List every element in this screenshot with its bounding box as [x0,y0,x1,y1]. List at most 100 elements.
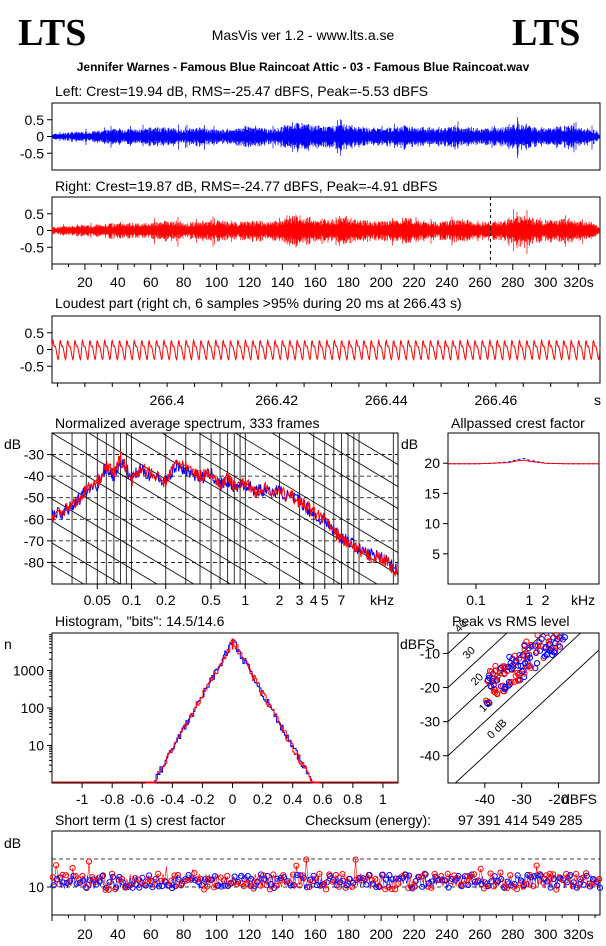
y-tick-label: -0.5 [20,358,44,374]
histogram-xtick-label: -1 [76,791,89,807]
short-term-point-right [408,884,415,891]
spectrum-ytick-label: -80 [24,554,44,570]
spectrum-title: Normalized average spectrum, 333 frames [55,415,320,431]
loudest-tick-label: 266.42 [255,392,298,408]
short-term-xtick-label: 120 [238,926,262,942]
short-term-point-right [477,865,484,872]
short-term-point-left [386,871,393,879]
short-term-point-right [569,883,576,890]
spectrum-xtick-label: 1 [241,592,249,608]
peak-rms-point [486,674,493,681]
peak-rms-point [521,653,528,660]
short-term-point-left [419,883,426,890]
loudest-part-title: Loudest part (right ch, 6 samples >95% d… [55,295,462,311]
peak-rms-point [484,700,491,707]
y-tick-label: 0 [36,223,44,239]
short-term-point-left [517,877,525,884]
crest-line [454,649,599,783]
spectrum-ytick-label: -40 [24,468,44,484]
loudest-trace [51,338,601,362]
peak-rms-point [521,642,528,650]
short-term-point-left [267,881,274,888]
y-tick-label: -0.5 [20,239,44,255]
peak-rms-ylabel: dBFS [400,636,435,652]
peak-rms-point [532,665,539,672]
short-term-point-left [475,877,482,884]
short-term-point-right [503,885,511,892]
peak-rms-point [515,662,522,669]
short-term-point-left [129,884,136,891]
short-term-point-left [547,884,554,891]
short-term-line-left [52,873,600,890]
short-term-xtick-label: 320s [563,926,593,942]
spectrum-diagonal [87,433,342,584]
short-term-point-right [444,870,451,877]
left-waveform-trace [51,117,600,159]
spectrum-ytick-label: -50 [24,490,44,506]
time-tick-label: 140 [271,274,295,290]
spectrum-diagonal [52,520,158,584]
peak-rms-point [515,655,523,662]
short-term-point-left [514,872,521,879]
short-term-point-left [248,875,255,882]
peak-rms-point [502,683,509,691]
short-term-point-left [389,876,396,883]
spectrum-ytick-label: -60 [24,511,44,527]
short-term-point-left [429,878,436,885]
allpassed-frame [447,432,600,585]
spectrum-xtick-label: 0.5 [201,592,221,608]
crest-line-label: 0 dB [485,717,509,741]
time-tick-label: 220 [402,274,426,290]
spectrum-diagonal [234,433,398,531]
y-tick-label: 0.5 [25,325,45,341]
allpassed-xtick-label: 2 [542,592,550,608]
spectrum-diagonal [52,476,232,584]
right-waveform-trace [51,209,600,254]
allpassed-ylabel: dB [401,436,418,452]
short-term-xtick-label: 300 [534,926,558,942]
time-tick-label: 260 [468,274,492,290]
peak-rms-point [563,633,567,634]
peak-rms-point [561,634,568,641]
short-term-point-left [106,879,113,886]
short-term-point-right [155,870,162,877]
short-term-point-right [513,885,520,893]
logo-right: LTS [512,12,580,54]
short-term-point-right [62,872,70,879]
peak-rms-point [550,649,558,656]
short-term-point-left [363,881,370,888]
peak-rms-point [534,642,542,649]
histogram-xtick-label: -0.6 [130,791,154,807]
short-term-point-right [382,886,389,893]
short-term-point-right [260,872,267,879]
short-term-xtick-label: 20 [77,926,93,942]
peak-rms-point [550,633,556,635]
short-term-point-left [488,878,495,885]
allpassed-ytick-label: 10 [424,516,440,532]
spectrum-diagonal [52,454,268,584]
short-term-point-right [313,875,320,882]
y-tick-label: 0 [36,342,44,358]
short-term-point-right [316,870,323,878]
time-tick-label: 60 [143,274,159,290]
spectrum-xtick-label: 2 [276,592,284,608]
peak-rms-point [492,662,499,670]
short-term-point-left [402,871,409,878]
histogram-ytick-label: 1000 [13,663,44,679]
short-term-point-right [224,872,231,880]
short-term-xtick-label: 280 [501,926,525,942]
short-term-point-left [175,876,182,883]
short-term-point-right [438,873,445,880]
allpassed-xunit: kHz [571,592,595,608]
crest-line [448,633,545,723]
time-tick-label: 100 [205,274,229,290]
short-term-point-right [118,875,126,883]
crest-line-label: 20 [469,671,486,688]
short-term-line-right [52,859,600,891]
peak-rms-point [544,634,551,641]
peak-rms-ytick-label: -10 [420,645,440,661]
allpassed-xtick-label: 1 [526,592,534,608]
short-term-point-left [458,883,465,890]
histogram-xtick-label: 0.6 [313,791,333,807]
peak-rms-point [487,682,494,690]
